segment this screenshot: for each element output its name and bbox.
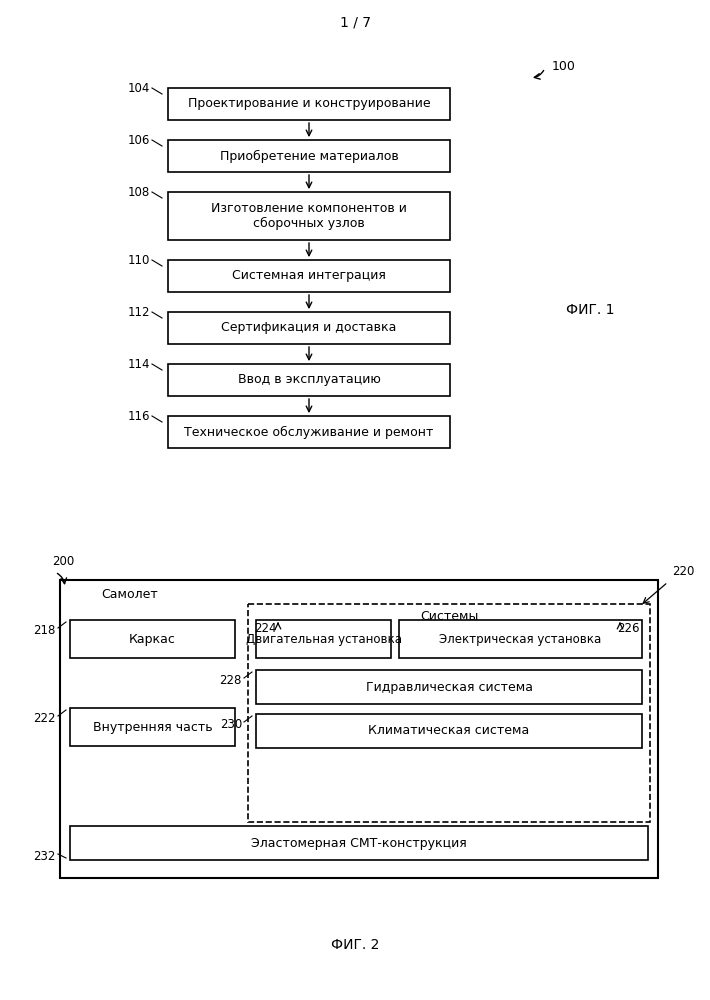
Text: ФИГ. 2: ФИГ. 2 <box>331 938 379 952</box>
Bar <box>399 620 642 658</box>
Text: 230: 230 <box>220 718 242 730</box>
Text: 232: 232 <box>33 850 56 862</box>
Text: Самолет: Самолет <box>102 587 158 600</box>
Text: Изготовление компонентов и
сборочных узлов: Изготовление компонентов и сборочных узл… <box>211 202 407 230</box>
Text: Внутренняя часть: Внутренняя часть <box>93 720 212 734</box>
Text: Техническое обслуживание и ремонт: Техническое обслуживание и ремонт <box>185 425 434 439</box>
Text: Эластомерная СМТ-конструкция: Эластомерная СМТ-конструкция <box>251 836 467 850</box>
Bar <box>70 826 648 860</box>
Bar <box>256 714 642 748</box>
Text: Сертификация и доставка: Сертификация и доставка <box>222 322 397 334</box>
Text: Проектирование и конструирование: Проектирование и конструирование <box>187 98 430 110</box>
Text: 112: 112 <box>128 306 150 318</box>
Bar <box>168 88 450 120</box>
Text: 1 / 7: 1 / 7 <box>339 15 371 29</box>
Bar <box>168 312 450 344</box>
Bar <box>168 192 450 240</box>
Bar <box>70 708 235 746</box>
Bar <box>168 140 450 172</box>
Bar <box>168 364 450 396</box>
Text: 228: 228 <box>219 674 242 686</box>
Text: Каркас: Каркас <box>129 633 176 646</box>
Bar <box>248 604 650 822</box>
Bar <box>256 670 642 704</box>
Text: 108: 108 <box>128 186 150 198</box>
Text: Двигательная установка: Двигательная установка <box>246 633 401 646</box>
Text: Ввод в эксплуатацию: Ввод в эксплуатацию <box>238 373 381 386</box>
Bar <box>70 620 235 658</box>
Text: 110: 110 <box>128 253 150 266</box>
Bar <box>256 620 391 658</box>
Text: 114: 114 <box>128 358 150 370</box>
Text: 104: 104 <box>128 82 150 95</box>
Text: 220: 220 <box>672 565 694 578</box>
Text: Приобретение материалов: Приобретение материалов <box>219 149 398 163</box>
Text: 222: 222 <box>33 712 56 724</box>
Bar <box>168 260 450 292</box>
Text: 200: 200 <box>52 555 75 568</box>
Bar <box>168 416 450 448</box>
Text: 100: 100 <box>552 60 576 73</box>
Text: 116: 116 <box>128 410 150 422</box>
Text: 224: 224 <box>254 621 276 635</box>
Text: Климатическая система: Климатическая система <box>368 724 530 738</box>
Text: 226: 226 <box>618 621 640 635</box>
Text: Гидравлическая система: Гидравлическая система <box>366 680 532 694</box>
Text: Электрическая установка: Электрическая установка <box>439 633 601 646</box>
Text: 218: 218 <box>33 624 56 637</box>
Text: 106: 106 <box>128 133 150 146</box>
Bar <box>60 580 658 878</box>
Text: ФИГ. 1: ФИГ. 1 <box>566 303 614 317</box>
Text: Системы: Системы <box>420 610 479 624</box>
Text: Системная интеграция: Системная интеграция <box>232 269 386 282</box>
